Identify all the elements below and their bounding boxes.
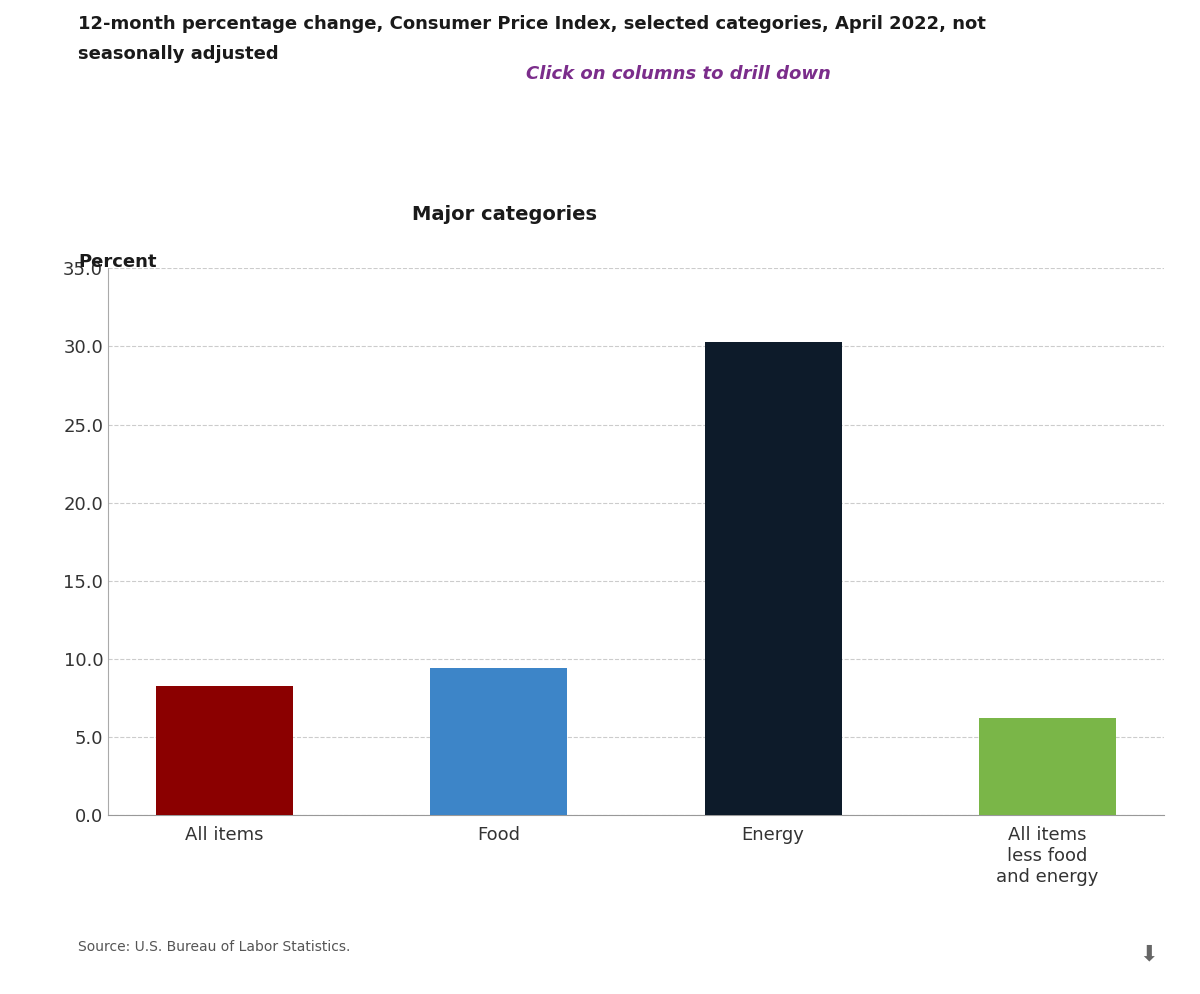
Text: Major categories: Major categories	[412, 205, 596, 224]
Text: Percent: Percent	[78, 253, 156, 271]
Text: Click on columns to drill down: Click on columns to drill down	[526, 65, 830, 83]
Text: 12-month percentage change, Consumer Price Index, selected categories, April 202: 12-month percentage change, Consumer Pri…	[78, 15, 986, 33]
Text: Source: U.S. Bureau of Labor Statistics.: Source: U.S. Bureau of Labor Statistics.	[78, 940, 350, 954]
Bar	[704, 342, 841, 815]
Bar	[156, 686, 293, 815]
Bar	[431, 668, 568, 815]
Text: seasonally adjusted: seasonally adjusted	[78, 45, 278, 63]
Bar	[979, 719, 1116, 815]
Text: ⬇: ⬇	[1139, 944, 1158, 964]
